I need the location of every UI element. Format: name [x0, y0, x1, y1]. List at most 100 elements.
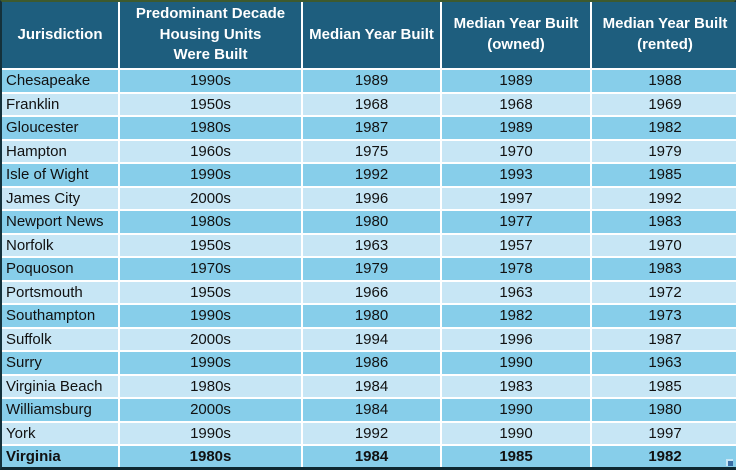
column-header[interactable]: Jurisdiction — [2, 2, 120, 71]
table-row: Hampton 1960s 1975 1970 1979 — [2, 140, 736, 165]
jurisdiction-cell[interactable]: Poquoson — [2, 258, 120, 282]
value-cell[interactable]: 1980s — [120, 211, 303, 235]
value-cell[interactable]: 1970s — [120, 258, 303, 282]
value-cell[interactable]: 1983 — [442, 375, 592, 400]
value-cell[interactable]: 1977 — [442, 211, 592, 235]
value-cell[interactable]: 1980s — [120, 117, 303, 141]
value-cell[interactable]: 1990s — [120, 305, 303, 329]
value-cell[interactable]: 1980s — [120, 446, 303, 467]
value-cell[interactable]: 1990s — [120, 422, 303, 447]
summary-row: Virginia 1980s 1984 1985 1982 — [2, 446, 736, 467]
column-header[interactable]: Median Year Built — [303, 2, 442, 71]
jurisdiction-cell[interactable]: Franklin — [2, 93, 120, 118]
value-cell[interactable]: 1950s — [120, 281, 303, 306]
value-cell[interactable]: 1990 — [442, 422, 592, 447]
value-cell[interactable]: 1990s — [120, 352, 303, 376]
value-cell[interactable]: 1987 — [303, 117, 442, 141]
value-cell[interactable]: 1993 — [442, 164, 592, 188]
value-cell[interactable]: 1980 — [592, 399, 736, 423]
value-cell[interactable]: 1985 — [592, 164, 736, 188]
value-cell[interactable]: 1978 — [442, 258, 592, 282]
value-cell[interactable]: 1963 — [442, 281, 592, 306]
value-cell[interactable]: 1970 — [592, 234, 736, 259]
value-cell[interactable]: 1979 — [303, 258, 442, 282]
table-row: Portsmouth 1950s 1966 1963 1972 — [2, 281, 736, 306]
value-cell[interactable]: 1950s — [120, 234, 303, 259]
jurisdiction-cell[interactable]: Portsmouth — [2, 281, 120, 306]
jurisdiction-cell[interactable]: Williamsburg — [2, 399, 120, 423]
value-cell[interactable]: 1982 — [592, 117, 736, 141]
selection-fill-handle[interactable] — [726, 459, 733, 466]
value-cell[interactable]: 1985 — [442, 446, 592, 467]
value-cell[interactable]: 1966 — [303, 281, 442, 306]
value-cell[interactable]: 1984 — [303, 375, 442, 400]
value-cell[interactable]: 1972 — [592, 281, 736, 306]
value-cell[interactable]: 1996 — [442, 328, 592, 353]
column-header[interactable]: Median Year Built (owned) — [442, 2, 592, 71]
table-row: Virginia Beach 1980s 1984 1983 1985 — [2, 375, 736, 400]
table-row: Chesapeake 1990s 1989 1989 1988 — [2, 70, 736, 94]
jurisdiction-cell[interactable]: James City — [2, 187, 120, 212]
value-cell[interactable]: 1968 — [303, 93, 442, 118]
value-cell[interactable]: 1957 — [442, 234, 592, 259]
value-cell[interactable]: 1996 — [303, 187, 442, 212]
value-cell[interactable]: 1984 — [303, 399, 442, 423]
value-cell[interactable]: 1982 — [442, 305, 592, 329]
value-cell[interactable]: 1980 — [303, 211, 442, 235]
jurisdiction-cell[interactable]: Gloucester — [2, 117, 120, 141]
table-body: Chesapeake 1990s 1989 1989 1988 Franklin 1950s… — [2, 70, 736, 467]
jurisdiction-cell[interactable]: Newport News — [2, 211, 120, 235]
value-cell[interactable]: 1989 — [442, 70, 592, 94]
value-cell[interactable]: 1963 — [592, 352, 736, 376]
value-cell[interactable]: 1997 — [592, 422, 736, 447]
value-cell[interactable]: 1989 — [442, 117, 592, 141]
value-cell[interactable]: 1984 — [303, 446, 442, 467]
jurisdiction-cell[interactable]: Virginia Beach — [2, 375, 120, 400]
table-row: Isle of Wight 1990s 1992 1993 1985 — [2, 164, 736, 188]
value-cell[interactable]: 1986 — [303, 352, 442, 376]
jurisdiction-cell[interactable]: Chesapeake — [2, 70, 120, 94]
jurisdiction-cell[interactable]: Southampton — [2, 305, 120, 329]
jurisdiction-cell[interactable]: Surry — [2, 352, 120, 376]
column-header[interactable]: Median Year Built (rented) — [592, 2, 736, 71]
jurisdiction-cell[interactable]: Norfolk — [2, 234, 120, 259]
jurisdiction-cell[interactable]: York — [2, 422, 120, 447]
jurisdiction-cell[interactable]: Hampton — [2, 140, 120, 165]
value-cell[interactable]: 1987 — [592, 328, 736, 353]
value-cell[interactable]: 2000s — [120, 399, 303, 423]
value-cell[interactable]: 1992 — [303, 422, 442, 447]
value-cell[interactable]: 2000s — [120, 328, 303, 353]
value-cell[interactable]: 1982 — [592, 446, 736, 467]
jurisdiction-cell[interactable]: Virginia — [2, 446, 120, 467]
value-cell[interactable]: 1992 — [592, 187, 736, 212]
value-cell[interactable]: 1973 — [592, 305, 736, 329]
value-cell[interactable]: 1990s — [120, 70, 303, 94]
value-cell[interactable]: 1985 — [592, 375, 736, 400]
value-cell[interactable]: 1975 — [303, 140, 442, 165]
value-cell[interactable]: 1979 — [592, 140, 736, 165]
table-row: Norfolk 1950s 1963 1957 1970 — [2, 234, 736, 259]
value-cell[interactable]: 1997 — [442, 187, 592, 212]
jurisdiction-cell[interactable]: Isle of Wight — [2, 164, 120, 188]
value-cell[interactable]: 1992 — [303, 164, 442, 188]
value-cell[interactable]: 1994 — [303, 328, 442, 353]
value-cell[interactable]: 1989 — [303, 70, 442, 94]
value-cell[interactable]: 1980 — [303, 305, 442, 329]
value-cell[interactable]: 1970 — [442, 140, 592, 165]
value-cell[interactable]: 1983 — [592, 211, 736, 235]
value-cell[interactable]: 2000s — [120, 187, 303, 212]
jurisdiction-cell[interactable]: Suffolk — [2, 328, 120, 353]
value-cell[interactable]: 1963 — [303, 234, 442, 259]
value-cell[interactable]: 1969 — [592, 93, 736, 118]
value-cell[interactable]: 1968 — [442, 93, 592, 118]
value-cell[interactable]: 1990 — [442, 399, 592, 423]
value-cell[interactable]: 1960s — [120, 140, 303, 165]
value-cell[interactable]: 1990 — [442, 352, 592, 376]
table-row: York 1990s 1992 1990 1997 — [2, 422, 736, 447]
value-cell[interactable]: 1950s — [120, 93, 303, 118]
column-header[interactable]: Predominant Decade Housing Units Were Bu… — [120, 2, 303, 71]
value-cell[interactable]: 1983 — [592, 258, 736, 282]
value-cell[interactable]: 1980s — [120, 375, 303, 400]
value-cell[interactable]: 1990s — [120, 164, 303, 188]
value-cell[interactable]: 1988 — [592, 70, 736, 94]
